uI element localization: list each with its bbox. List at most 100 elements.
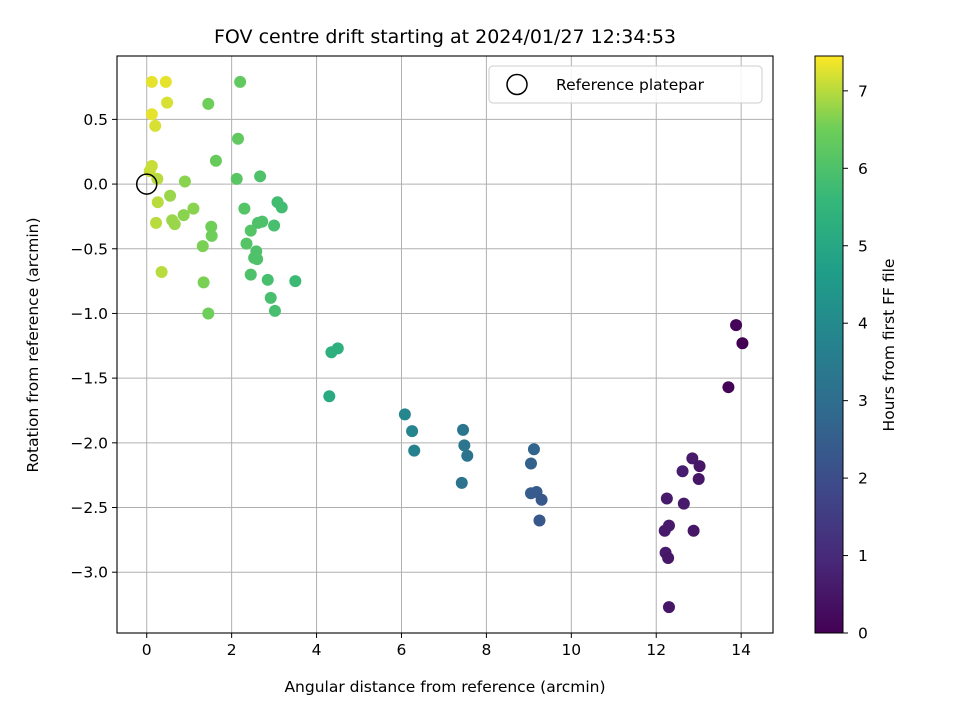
data-point [209, 154, 222, 167]
data-point [197, 276, 210, 289]
data-point [196, 240, 209, 253]
x-tick-label: 8 [481, 641, 491, 659]
data-point [145, 75, 158, 88]
data-point [524, 457, 537, 470]
data-point [268, 304, 281, 317]
data-point [202, 307, 215, 320]
y-tick-label: 0.5 [83, 111, 108, 129]
data-point [406, 425, 419, 438]
data-point [323, 390, 336, 403]
y-axis-label: Rotation from reference (arcmin) [24, 217, 42, 472]
colorbar-tick-label: 3 [858, 392, 868, 410]
data-point [178, 175, 191, 188]
data-point [457, 423, 470, 436]
x-tick-label: 12 [646, 641, 666, 659]
data-point [151, 172, 164, 185]
data-point [149, 119, 162, 132]
y-tick-label: −2.0 [70, 434, 108, 452]
colorbar-ticks: 0 1 2 3 4 5 6 7 [843, 82, 868, 643]
x-tick-label: 2 [227, 641, 237, 659]
data-point [238, 202, 251, 215]
x-axis-label: Angular distance from reference (arcmin) [284, 678, 605, 696]
colorbar: 0 1 2 3 4 5 6 7 Hours from first FF file [814, 55, 898, 643]
data-point [230, 172, 243, 185]
data-point [408, 444, 421, 457]
x-tick-label: 6 [397, 641, 407, 659]
data-point [662, 519, 675, 532]
data-point [145, 108, 158, 121]
data-point [264, 291, 277, 304]
data-point [455, 476, 468, 489]
colorbar-tick-label: 6 [858, 160, 868, 178]
data-point [164, 189, 177, 202]
chart-title: FOV centre drift starting at 2024/01/27 … [214, 26, 676, 48]
data-point [662, 601, 675, 614]
data-point [232, 132, 245, 145]
data-point [151, 196, 164, 209]
data-point [331, 342, 344, 355]
data-point [275, 201, 288, 214]
data-point [234, 75, 247, 88]
colorbar-label: Hours from first FF file [880, 259, 898, 432]
legend: Reference platepar [488, 65, 763, 104]
data-point [161, 96, 174, 109]
data-point [662, 551, 675, 564]
y-tick-label: −3.0 [70, 564, 108, 582]
data-point [159, 75, 172, 88]
axes [116, 55, 774, 634]
y-tick-label: −0.5 [70, 240, 108, 258]
colorbar-gradient [814, 55, 844, 634]
data-point [676, 465, 689, 478]
x-tick-label: 4 [312, 641, 322, 659]
data-point [240, 237, 253, 250]
y-axis-ticks: 0.5 0.0 −0.5 −1.0 −1.5 −2.0 −2.5 −3.0 [70, 111, 117, 582]
data-point [202, 97, 215, 110]
data-point [527, 443, 540, 456]
legend-entry-reference-platepar: Reference platepar [556, 76, 705, 94]
y-tick-label: 0.0 [83, 176, 108, 194]
data-point [261, 273, 274, 286]
y-tick-label: −1.5 [70, 370, 108, 388]
data-points [135, 75, 749, 614]
y-tick-label: −1.0 [70, 305, 108, 323]
data-point [244, 268, 257, 281]
legend-box [488, 65, 763, 104]
data-point [461, 449, 474, 462]
data-point [458, 439, 471, 452]
colorbar-tick-label: 1 [858, 547, 868, 565]
data-point [168, 218, 181, 231]
colorbar-tick-label: 5 [858, 237, 868, 255]
colorbar-tick-label: 4 [858, 315, 868, 333]
colorbar-tick-label: 2 [858, 470, 868, 488]
data-point [155, 266, 168, 279]
data-point [177, 209, 190, 222]
data-point [244, 224, 257, 237]
data-point [251, 253, 264, 266]
data-point [686, 452, 699, 465]
data-point [693, 460, 706, 473]
legend-reference-marker [506, 73, 528, 96]
data-point [205, 229, 218, 242]
data-point [677, 497, 690, 510]
data-point [692, 473, 705, 486]
data-point [730, 319, 743, 332]
data-point [268, 219, 281, 232]
data-point [205, 220, 218, 233]
data-point [660, 492, 673, 505]
data-point [150, 216, 163, 229]
data-point [254, 170, 267, 183]
data-point [398, 408, 411, 421]
x-tick-label: 10 [561, 641, 581, 659]
data-point [535, 493, 548, 506]
data-point [256, 215, 269, 228]
y-tick-label: −2.5 [70, 499, 108, 517]
grid [117, 56, 773, 633]
data-point [736, 337, 749, 350]
data-point [687, 524, 700, 537]
data-point [187, 202, 200, 215]
x-tick-label: 14 [731, 641, 751, 659]
data-point [289, 275, 302, 288]
data-point [722, 381, 735, 394]
data-point [533, 514, 546, 527]
